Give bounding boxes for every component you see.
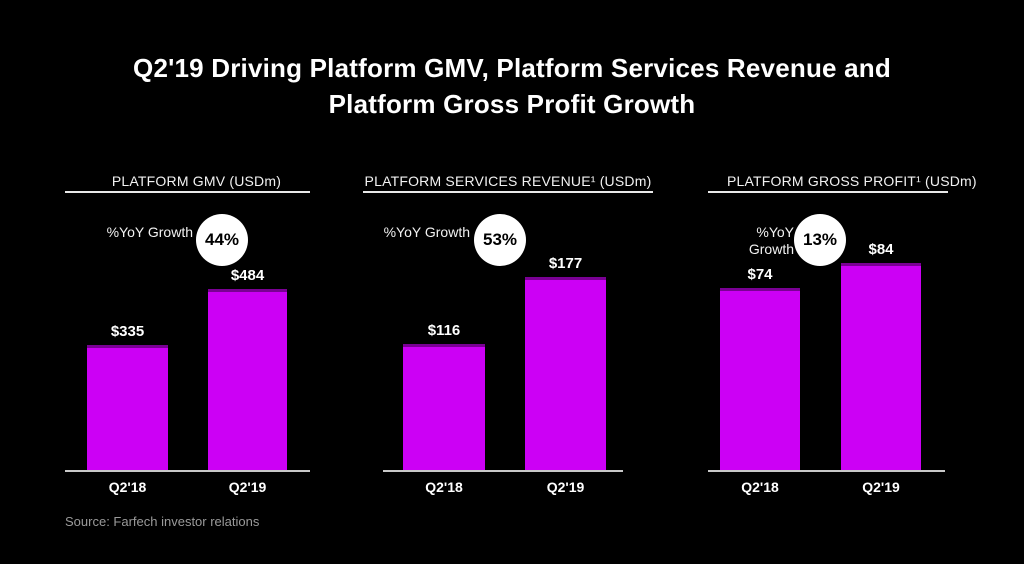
yoy-growth-value: 13%	[802, 230, 838, 249]
yoy-growth-value: 44%	[204, 230, 240, 249]
category-label-q219: Q2'19	[228, 479, 267, 495]
bar	[87, 345, 168, 470]
category-label-q218: Q2'18	[108, 479, 147, 495]
chart-title-underline	[708, 191, 948, 193]
bar-value-label: $484	[230, 267, 265, 284]
category-label-q219: Q2'19	[546, 479, 585, 495]
chart-title: PLATFORM GMV (USDm)	[111, 173, 282, 189]
chart-platform-gross-profit: PLATFORM GROSS PROFIT¹ (USDm) %YoY Growt…	[708, 170, 977, 500]
chart-title: PLATFORM SERVICES REVENUE¹ (USDm)	[364, 173, 652, 189]
yoy-growth-label: %YoY Growth	[748, 224, 794, 257]
bar	[720, 288, 800, 470]
chart-title-underline	[65, 191, 310, 193]
category-label-q219: Q2'19	[862, 479, 900, 495]
yoy-growth-badge: 44%	[196, 214, 248, 266]
bar	[525, 277, 606, 470]
chart-platform-services-revenue: PLATFORM SERVICES REVENUE¹ (USDm) %YoY G…	[363, 170, 653, 500]
x-axis-line	[383, 470, 623, 472]
bar-group-q219: $484	[208, 267, 287, 470]
bar-group-q218: $74	[720, 266, 800, 470]
chart-title-underline	[363, 191, 653, 193]
bar	[841, 263, 921, 470]
bar-value-label: $74	[747, 266, 773, 283]
x-axis-line	[708, 470, 945, 472]
slide-title-line1: Q2'19 Driving Platform GMV, Platform Ser…	[133, 53, 891, 83]
bar	[403, 344, 485, 470]
yoy-growth-label: %YoY Growth	[383, 224, 470, 240]
bar-value-label: $116	[427, 322, 461, 339]
chart-platform-gmv: PLATFORM GMV (USDm) %YoY Growth 44% $335…	[65, 170, 310, 500]
source-note: Source: Farfech investor relations	[65, 514, 260, 529]
bar-group-q219: $84	[841, 241, 921, 470]
bar-group-q218: $335	[87, 323, 168, 470]
chart-title: PLATFORM GROSS PROFIT¹ (USDm)	[727, 173, 977, 189]
yoy-growth-badge: 13%	[794, 214, 846, 266]
yoy-growth-label: %YoY Growth	[106, 224, 193, 240]
bar-group-q219: $177	[525, 255, 606, 470]
bar-value-label: $177	[548, 255, 583, 272]
bar-value-label: $335	[110, 323, 145, 340]
yoy-growth-badge: 53%	[474, 214, 526, 266]
bar-group-q218: $116	[403, 322, 485, 470]
yoy-growth-value: 53%	[482, 230, 518, 249]
bar	[208, 289, 287, 470]
slide-title: Q2'19 Driving Platform GMV, Platform Ser…	[0, 50, 1024, 122]
category-label-q218: Q2'18	[425, 479, 463, 495]
slide-title-line2: Platform Gross Profit Growth	[328, 89, 696, 119]
bar-value-label: $84	[868, 241, 894, 258]
x-axis-line	[65, 470, 310, 472]
category-label-q218: Q2'18	[741, 479, 779, 495]
